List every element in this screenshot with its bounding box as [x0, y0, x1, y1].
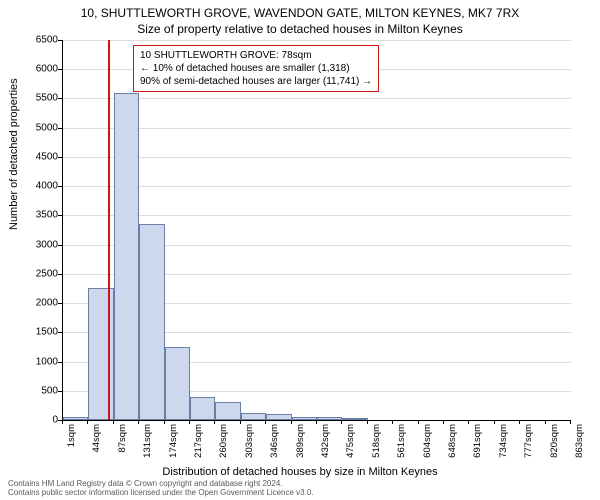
histogram-bar: [114, 93, 139, 420]
x-tick-mark: [519, 420, 520, 424]
gridline: [63, 98, 571, 99]
x-tick-label: 475sqm: [345, 424, 356, 460]
x-tick-mark: [164, 420, 165, 424]
y-tick-label: 500: [18, 385, 58, 396]
x-tick-label: 303sqm: [244, 424, 255, 460]
gridline: [63, 215, 571, 216]
histogram-bar: [266, 414, 291, 420]
x-tick-mark: [316, 420, 317, 424]
chart-title-line1: 10, SHUTTLEWORTH GROVE, WAVENDON GATE, M…: [0, 0, 600, 20]
footer: Contains HM Land Registry data © Crown c…: [8, 479, 314, 498]
x-tick-label: 87sqm: [117, 424, 128, 460]
x-axis-label: Distribution of detached houses by size …: [0, 466, 600, 478]
x-tick-mark: [570, 420, 571, 424]
x-tick-mark: [392, 420, 393, 424]
y-tick-label: 2500: [18, 268, 58, 279]
x-tick-mark: [443, 420, 444, 424]
x-tick-label: 346sqm: [269, 424, 280, 460]
x-tick-label: 217sqm: [193, 424, 204, 460]
x-tick-label: 777sqm: [523, 424, 534, 460]
histogram-bar: [190, 397, 215, 420]
x-tick-label: 44sqm: [91, 424, 102, 460]
x-tick-label: 518sqm: [371, 424, 382, 460]
y-tick-label: 4000: [18, 181, 58, 192]
footer-line1: Contains HM Land Registry data © Crown c…: [8, 479, 314, 489]
x-tick-mark: [189, 420, 190, 424]
x-tick-mark: [214, 420, 215, 424]
y-tick-label: 1000: [18, 356, 58, 367]
x-tick-label: 131sqm: [142, 424, 153, 460]
x-tick-label: 174sqm: [168, 424, 179, 460]
gridline: [63, 157, 571, 158]
y-tick-label: 0: [18, 415, 58, 426]
y-tick-label: 2000: [18, 298, 58, 309]
x-tick-label: 734sqm: [498, 424, 509, 460]
annotation-line3: 90% of semi-detached houses are larger (…: [140, 75, 372, 88]
x-tick-mark: [265, 420, 266, 424]
histogram-bar: [215, 402, 240, 420]
x-tick-mark: [291, 420, 292, 424]
histogram-bar: [139, 224, 164, 420]
x-tick-label: 863sqm: [574, 424, 585, 460]
y-tick-label: 1500: [18, 327, 58, 338]
histogram-bar: [317, 417, 342, 421]
histogram-bar: [165, 347, 190, 420]
x-tick-mark: [240, 420, 241, 424]
footer-line2: Contains public sector information licen…: [8, 488, 314, 498]
histogram-bar: [241, 413, 266, 420]
gridline: [63, 40, 571, 41]
y-tick-label: 6000: [18, 64, 58, 75]
x-tick-mark: [138, 420, 139, 424]
chart-title-line2: Size of property relative to detached ho…: [0, 20, 600, 36]
annotation-line2: ← 10% of detached houses are smaller (1,…: [140, 62, 372, 75]
y-tick-label: 6500: [18, 35, 58, 46]
x-tick-label: 389sqm: [295, 424, 306, 460]
histogram-bar: [292, 417, 317, 421]
x-tick-mark: [341, 420, 342, 424]
annotation-box: 10 SHUTTLEWORTH GROVE: 78sqm ← 10% of de…: [133, 45, 379, 92]
histogram-bar: [342, 418, 367, 420]
histogram-bar: [63, 417, 88, 421]
x-tick-mark: [62, 420, 63, 424]
x-tick-mark: [545, 420, 546, 424]
plot-area: 10 SHUTTLEWORTH GROVE: 78sqm ← 10% of de…: [62, 40, 571, 421]
y-tick-label: 3500: [18, 210, 58, 221]
x-tick-mark: [87, 420, 88, 424]
y-tick-label: 3000: [18, 239, 58, 250]
x-tick-label: 691sqm: [472, 424, 483, 460]
y-tick-label: 5000: [18, 122, 58, 133]
property-marker-line: [108, 40, 110, 420]
x-tick-label: 1sqm: [66, 424, 77, 460]
x-tick-label: 648sqm: [447, 424, 458, 460]
x-tick-mark: [113, 420, 114, 424]
x-tick-mark: [468, 420, 469, 424]
x-tick-mark: [418, 420, 419, 424]
gridline: [63, 128, 571, 129]
x-tick-label: 820sqm: [549, 424, 560, 460]
chart-container: 10, SHUTTLEWORTH GROVE, WAVENDON GATE, M…: [0, 0, 600, 500]
x-tick-label: 604sqm: [422, 424, 433, 460]
x-tick-label: 432sqm: [320, 424, 331, 460]
x-tick-label: 561sqm: [396, 424, 407, 460]
x-tick-mark: [367, 420, 368, 424]
gridline: [63, 186, 571, 187]
y-tick-label: 4500: [18, 151, 58, 162]
y-tick-label: 5500: [18, 93, 58, 104]
x-tick-label: 260sqm: [218, 424, 229, 460]
x-tick-mark: [494, 420, 495, 424]
annotation-line1: 10 SHUTTLEWORTH GROVE: 78sqm: [140, 49, 372, 62]
